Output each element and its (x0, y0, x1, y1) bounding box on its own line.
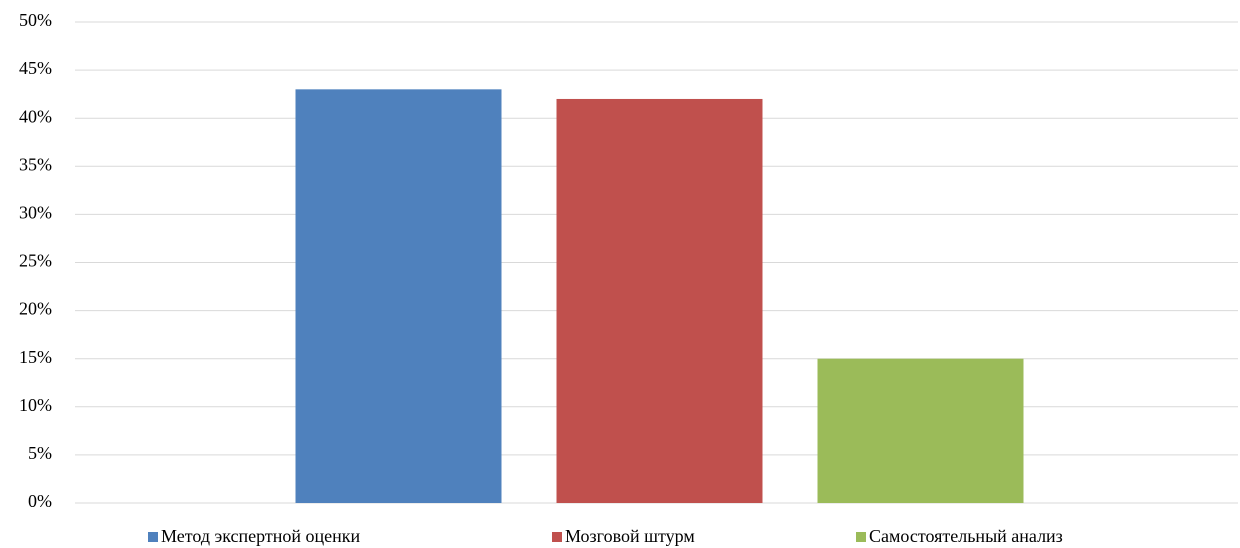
legend-marker (148, 532, 158, 542)
y-tick-label: 45% (19, 58, 52, 78)
y-tick-label: 25% (19, 251, 52, 271)
y-tick-label: 10% (19, 395, 52, 415)
y-tick-label: 30% (19, 203, 52, 223)
bar (556, 98, 763, 504)
y-tick-label: 5% (28, 443, 52, 463)
y-tick-label: 35% (19, 154, 52, 174)
y-tick-label: 0% (28, 491, 52, 511)
legend-label: Мозговой штурм (565, 526, 695, 546)
y-tick-label: 15% (19, 347, 52, 367)
bar (817, 358, 1024, 503)
legend-marker (552, 532, 562, 542)
bar (295, 89, 502, 503)
y-tick-label: 40% (19, 106, 52, 126)
y-tick-label: 20% (19, 299, 52, 319)
y-tick-label: 50% (19, 10, 52, 30)
legend-label: Метод экспертной оценки (161, 526, 361, 546)
legend-label: Самостоятельный анализ (869, 526, 1063, 546)
legend-marker (856, 532, 866, 542)
